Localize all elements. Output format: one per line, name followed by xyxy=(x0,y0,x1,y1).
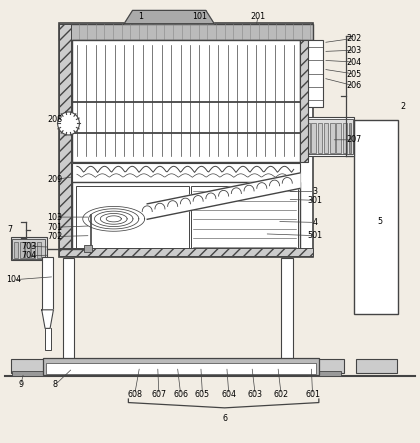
Text: 209: 209 xyxy=(47,175,63,184)
Text: 301: 301 xyxy=(307,196,322,205)
Bar xyxy=(343,123,347,152)
Text: 704: 704 xyxy=(21,252,37,260)
Bar xyxy=(72,40,300,162)
Text: 9: 9 xyxy=(18,381,24,389)
Bar xyxy=(72,163,300,182)
Bar xyxy=(336,123,341,152)
Text: 101: 101 xyxy=(192,12,207,21)
Circle shape xyxy=(58,112,79,135)
Text: 104: 104 xyxy=(6,275,21,284)
Text: 608: 608 xyxy=(127,390,142,399)
Bar xyxy=(59,359,312,373)
Text: 103: 103 xyxy=(47,213,63,222)
Bar xyxy=(354,120,399,314)
Bar xyxy=(330,123,335,152)
Text: 204: 204 xyxy=(347,58,362,66)
Bar xyxy=(13,239,45,259)
Text: 701: 701 xyxy=(47,223,63,232)
Bar xyxy=(31,242,35,258)
Text: 201: 201 xyxy=(251,12,266,21)
Bar xyxy=(302,117,354,156)
Text: 702: 702 xyxy=(47,232,63,241)
Bar xyxy=(76,186,189,252)
Bar xyxy=(84,245,92,253)
Bar xyxy=(11,237,47,260)
Text: 601: 601 xyxy=(305,390,320,399)
Text: 604: 604 xyxy=(221,390,236,399)
Text: 602: 602 xyxy=(273,390,289,399)
Text: 207: 207 xyxy=(347,135,362,144)
Polygon shape xyxy=(147,173,300,219)
Bar xyxy=(72,182,300,256)
Text: 202: 202 xyxy=(347,34,362,43)
Bar xyxy=(66,361,306,370)
Bar xyxy=(14,242,18,258)
Text: 607: 607 xyxy=(151,390,166,399)
Bar xyxy=(324,123,328,152)
Bar xyxy=(59,23,71,256)
Bar xyxy=(306,359,344,373)
Bar xyxy=(59,23,312,40)
Bar xyxy=(37,242,41,258)
Bar xyxy=(45,328,50,350)
Bar xyxy=(133,10,206,23)
Text: 2: 2 xyxy=(400,102,405,111)
Text: 6: 6 xyxy=(222,413,227,423)
Bar xyxy=(305,123,310,152)
Bar xyxy=(46,363,316,374)
Text: 3: 3 xyxy=(312,187,317,196)
Text: 501: 501 xyxy=(307,231,322,240)
Text: 703: 703 xyxy=(21,242,37,251)
Bar xyxy=(59,248,312,256)
Bar xyxy=(281,258,293,359)
Polygon shape xyxy=(42,310,53,328)
Bar xyxy=(13,371,46,376)
Bar xyxy=(42,358,319,375)
Text: 208: 208 xyxy=(47,116,63,124)
Text: 7: 7 xyxy=(7,225,13,233)
Bar xyxy=(25,242,29,258)
Bar xyxy=(300,40,308,162)
Text: 5: 5 xyxy=(377,217,382,226)
Bar xyxy=(42,257,53,310)
Text: 603: 603 xyxy=(248,390,262,399)
Text: 205: 205 xyxy=(347,70,362,78)
Bar xyxy=(20,242,24,258)
Polygon shape xyxy=(124,10,214,23)
Bar xyxy=(191,186,298,252)
Bar xyxy=(303,119,353,154)
Bar xyxy=(349,123,351,152)
Text: 206: 206 xyxy=(347,82,362,90)
Text: 606: 606 xyxy=(173,390,188,399)
Bar xyxy=(300,40,323,107)
Bar xyxy=(356,359,397,373)
Bar xyxy=(311,123,316,152)
Text: 1: 1 xyxy=(139,12,143,21)
Text: 605: 605 xyxy=(195,390,210,399)
Bar xyxy=(59,23,312,257)
Bar xyxy=(11,359,49,373)
Text: 4: 4 xyxy=(312,218,317,227)
Text: 8: 8 xyxy=(52,381,58,389)
Bar xyxy=(307,371,341,376)
Bar xyxy=(63,258,74,359)
Text: 203: 203 xyxy=(347,46,362,54)
Bar xyxy=(318,123,322,152)
